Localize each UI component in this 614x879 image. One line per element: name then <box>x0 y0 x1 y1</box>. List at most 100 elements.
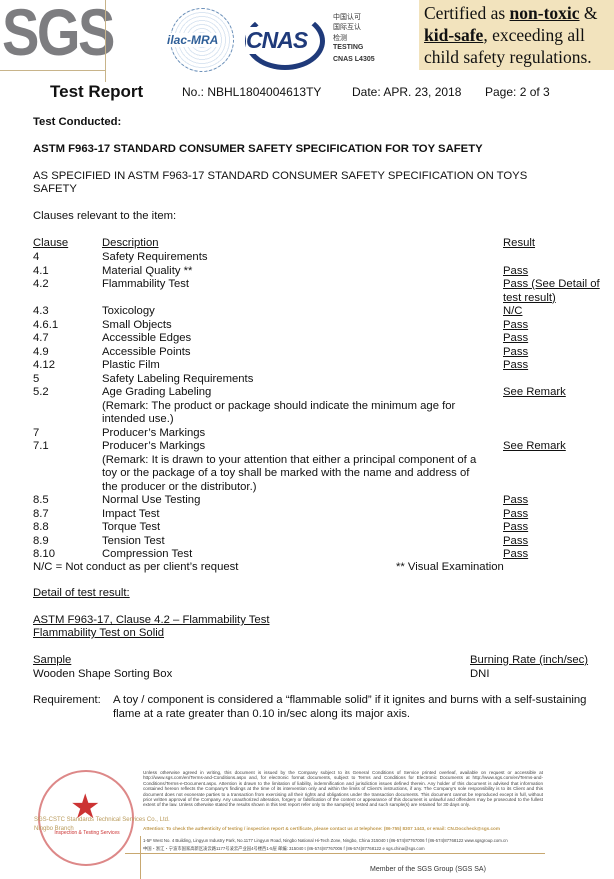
result-cell: Pass <box>503 507 529 520</box>
banner-non-toxic: non-toxic <box>509 3 580 23</box>
clause-cell: 4.2 <box>33 278 49 290</box>
description-cell: intended use.) <box>102 413 174 425</box>
detail-subtitle: Flammability Test on Solid <box>33 627 165 639</box>
table-row: 4.9 Accessible Points Pass <box>0 346 614 360</box>
cnas-line: 检测 <box>333 35 347 42</box>
nc-note: N/C = Not conduct as per client’s reques… <box>33 561 239 573</box>
table-row: 4.7 Accessible Edges Pass <box>0 332 614 346</box>
table-row: (Remark: The product or package should i… <box>0 400 614 414</box>
footer-divider <box>140 836 141 879</box>
table-row: 8.9 Tension Test Pass <box>0 535 614 549</box>
branch-name: Ningbo Branch <box>34 826 74 832</box>
sgs-logo: SGS <box>2 0 115 69</box>
clause-cell: 4 <box>33 251 40 263</box>
table-row: 4.2 Flammability Test Pass (See Detail of <box>0 278 614 292</box>
description-cell: Plastic Film <box>102 359 160 371</box>
description-cell: Tension Test <box>102 534 165 547</box>
table-row: 4.12 Plastic Film Pass <box>0 359 614 373</box>
clause-cell: 4.9 <box>33 345 49 358</box>
table-row: the producer or the distributor.) <box>0 481 614 495</box>
description-cell: Compression Test <box>102 548 193 560</box>
clause-cell: 4.12 <box>33 359 55 371</box>
report-number: No.: NBHL1804004613TY <box>182 85 322 99</box>
burning-rate-value: DNI <box>470 668 490 680</box>
description-cell: Producer’s Markings <box>102 426 206 439</box>
burning-rate-header: Burning Rate (inch/sec) <box>470 654 589 666</box>
table-row: (Remark: It is drawn to your attention t… <box>0 454 614 468</box>
result-cell: See Remark <box>503 386 566 398</box>
table-row: 7 Producer’s Markings <box>0 427 614 441</box>
result-cell: Pass <box>503 494 529 506</box>
table-row: 8.8 Torque Test Pass <box>0 521 614 535</box>
table-row: 8.7 Impact Test Pass <box>0 508 614 522</box>
specified-line: SAFETY <box>33 183 77 195</box>
sample-header: Sample <box>33 654 72 666</box>
description-cell: Age Grading Labeling <box>102 386 212 398</box>
company-name: SGS-CSTC Standards Technical Services Co… <box>34 817 170 823</box>
clause-cell: 8.9 <box>33 534 49 547</box>
banner-text: , exceeding all child safety regulations… <box>424 25 592 67</box>
description-cell: Accessible Points <box>102 345 191 358</box>
description-cell: Producer’s Markings <box>102 440 206 452</box>
visual-note: ** Visual Examination <box>396 561 504 573</box>
description-cell: Accessible Edges <box>102 332 192 344</box>
description-cell: (Remark: It is drawn to your attention t… <box>102 453 477 466</box>
cnas-line: CNAS L4305 <box>333 56 375 63</box>
authenticity-notice: Attention: To check the authenticity of … <box>143 826 500 831</box>
table-row: 4 Safety Requirements <box>0 251 614 265</box>
description-cell: Safety Labeling Requirements <box>102 372 254 385</box>
banner-text: Certified as <box>424 3 510 23</box>
detail-clause: ASTM F963-17, Clause 4.2 – Flammability … <box>33 614 270 626</box>
result-cell: test result) <box>503 291 556 304</box>
result-cell: Pass <box>503 318 529 331</box>
ilac-text: ilac-MRA <box>167 33 219 47</box>
clause-cell: 8.5 <box>33 494 49 506</box>
ilac-mra-logo: ilac-MRA <box>167 8 234 72</box>
description-cell: Small Objects <box>102 318 172 331</box>
specified-line: AS SPECIFIED IN ASTM F963-17 STANDARD CO… <box>33 170 528 182</box>
result-cell: Pass <box>503 332 529 344</box>
result-cell: See Remark <box>503 440 566 452</box>
requirement-label: Requirement: <box>33 694 101 706</box>
clause-cell: 7 <box>33 426 40 439</box>
description-cell: Safety Requirements <box>102 251 208 263</box>
report-date: Date: APR. 23, 2018 <box>352 85 462 99</box>
table-header: Clause Description Result <box>0 237 614 251</box>
description-header: Description <box>102 237 159 249</box>
requirement-text: flame at a rate greater than 0.10 in/sec… <box>113 708 411 720</box>
sample-name: Wooden Shape Sorting Box <box>33 668 173 680</box>
test-conducted-heading: Test Conducted: <box>33 116 122 128</box>
result-cell: Pass <box>503 521 529 533</box>
description-cell: Material Quality ** <box>102 264 193 277</box>
company-stamp: ★ Inspection & Testing Services <box>38 770 134 866</box>
cnas-line: 中国认可 <box>333 14 361 21</box>
table-row: intended use.) <box>0 413 614 427</box>
clause-cell: 4.7 <box>33 332 49 344</box>
cnas-logo-text: CNAS <box>246 27 308 54</box>
clause-cell: 5 <box>33 372 40 385</box>
description-cell: Torque Test <box>102 521 161 533</box>
result-cell: Pass <box>503 548 529 560</box>
divider <box>105 0 106 82</box>
address-chinese: 中国・浙江・宁波市国家高新区凌云路1177号凌云产业园4号楼西1-5层 邮编: … <box>143 846 425 851</box>
description-cell: Flammability Test <box>102 278 190 290</box>
table-row: 5 Safety Labeling Requirements <box>0 373 614 387</box>
result-cell: Pass (See Detail of <box>503 278 600 290</box>
clause-cell: 8.10 <box>33 548 55 560</box>
banner-kid-safe: kid-safe <box>424 25 484 45</box>
clauses-intro: Clauses relevant to the item: <box>33 210 177 222</box>
table-row: 4.6.1 Small Objects Pass <box>0 319 614 333</box>
description-cell: Normal Use Testing <box>102 494 201 506</box>
description-cell: Impact Test <box>102 507 160 520</box>
table-row: 8.10 Compression Test Pass <box>0 548 614 562</box>
clause-header: Clause <box>33 237 69 249</box>
report-title: Test Report <box>50 82 144 101</box>
standard-title: ASTM F963-17 STANDARD CONSUMER SAFETY SP… <box>33 143 483 155</box>
result-cell: Pass <box>503 534 529 547</box>
description-cell: the producer or the distributor.) <box>102 480 257 493</box>
table-row: 7.1 Producer’s Markings See Remark <box>0 440 614 454</box>
description-cell: toy or the package of a toy shall be mar… <box>102 467 470 479</box>
clause-cell: 7.1 <box>33 440 49 452</box>
table-row: 4.3 Toxicology N/C <box>0 305 614 319</box>
clause-cell: 4.3 <box>33 305 49 317</box>
